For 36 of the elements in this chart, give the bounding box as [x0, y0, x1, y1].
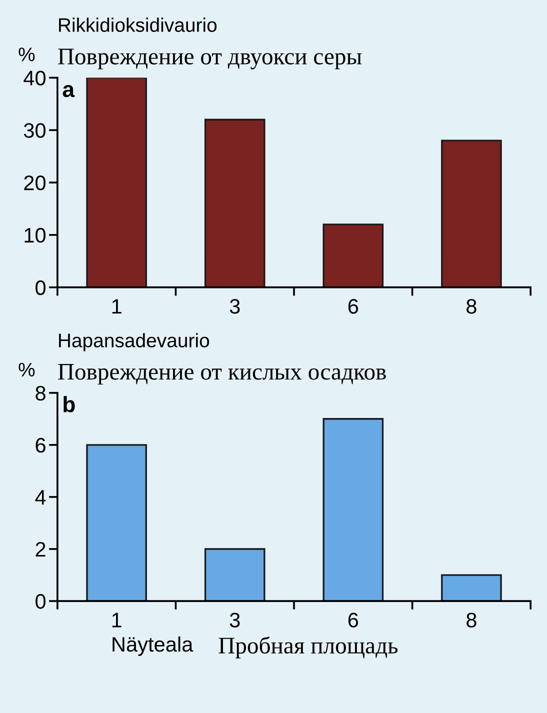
x-axis-title: Näyteala — [112, 636, 194, 656]
x-tick-label: 6 — [348, 299, 358, 314]
annotation: a — [62, 85, 75, 98]
y-tick-label: 0 — [36, 280, 46, 296]
y-tick-label: 6 — [36, 438, 46, 453]
y-tick-label: 0 — [36, 594, 46, 609]
y-tick-label: 30 — [24, 123, 46, 138]
chart-subtitle: Повреждение от кислых осадков — [58, 364, 386, 385]
bar — [322, 418, 384, 602]
text: Пробная площадь — [218, 636, 398, 658]
y-tick-label: 2 — [36, 542, 46, 557]
x-tick-label: 3 — [230, 299, 240, 314]
x-tick-label: 1 — [112, 612, 122, 628]
y-tick-label: 10 — [24, 228, 46, 243]
y-tick-label: 40 — [24, 70, 46, 86]
x-tick-label: 6 — [348, 612, 358, 628]
bar — [441, 574, 502, 602]
bar — [204, 548, 266, 602]
x-tick-label: 8 — [466, 299, 476, 314]
x-tick-label: 1 — [112, 299, 122, 314]
x-tick-label: 3 — [230, 612, 240, 628]
bar — [441, 140, 502, 288]
bar — [86, 78, 147, 288]
y-axis-title: % — [18, 48, 35, 62]
chart-title: Rikkidioksidivaurio — [59, 18, 217, 32]
chart-subtitle: Повреждение от двуокси серы — [58, 48, 362, 70]
y-tick-label: 8 — [36, 386, 46, 401]
chart-title: Hapansadevaurio — [59, 333, 210, 352]
bar — [86, 444, 147, 602]
y-tick-label: 4 — [35, 490, 46, 505]
bar — [322, 224, 384, 288]
annotation: b — [64, 396, 75, 412]
y-tick-label: 20 — [24, 176, 46, 190]
y-axis-title: % — [18, 362, 35, 376]
x-tick-label: 8 — [466, 612, 476, 628]
bar — [204, 118, 266, 288]
